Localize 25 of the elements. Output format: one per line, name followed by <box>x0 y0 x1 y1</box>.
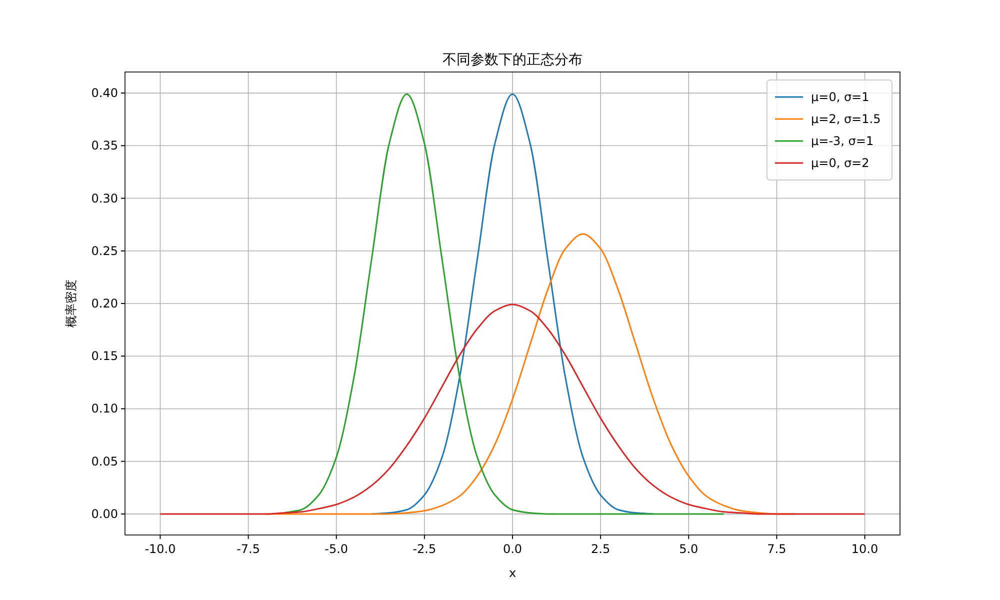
legend-label: μ=-3, σ=1 <box>811 134 874 148</box>
y-tick-label: 0.15 <box>91 349 118 364</box>
y-axis-title: 概率密度 <box>64 280 78 328</box>
y-tick-label: 0.05 <box>91 454 118 468</box>
y-tick-label: 0.40 <box>91 86 118 100</box>
y-tick-label: 0.35 <box>91 138 118 153</box>
x-tick-label: 0.0 <box>502 542 522 556</box>
legend-label: μ=0, σ=2 <box>811 156 870 170</box>
legend-label: μ=2, σ=1.5 <box>811 112 881 126</box>
chart-title: 不同参数下的正态分布 <box>442 52 582 68</box>
x-tick-label: -2.5 <box>412 542 436 556</box>
x-tick-label: 5.0 <box>679 542 698 556</box>
x-tick-label: 2.5 <box>591 542 610 556</box>
x-tick-label: -10.0 <box>144 542 176 556</box>
y-tick-label: 0.30 <box>91 191 118 206</box>
y-tick-label: 0.00 <box>91 506 118 521</box>
x-tick-label: 7.5 <box>767 542 786 556</box>
x-tick-label: 10.0 <box>851 542 878 556</box>
x-tick-label: -5.0 <box>324 542 348 556</box>
x-tick-label: -7.5 <box>236 542 260 556</box>
legend-label: μ=0, σ=1 <box>811 90 870 104</box>
x-axis-title: x <box>508 566 516 580</box>
y-tick-label: 0.20 <box>91 296 118 310</box>
y-tick-label: 0.10 <box>91 402 118 416</box>
y-tick-label: 0.25 <box>91 244 118 258</box>
